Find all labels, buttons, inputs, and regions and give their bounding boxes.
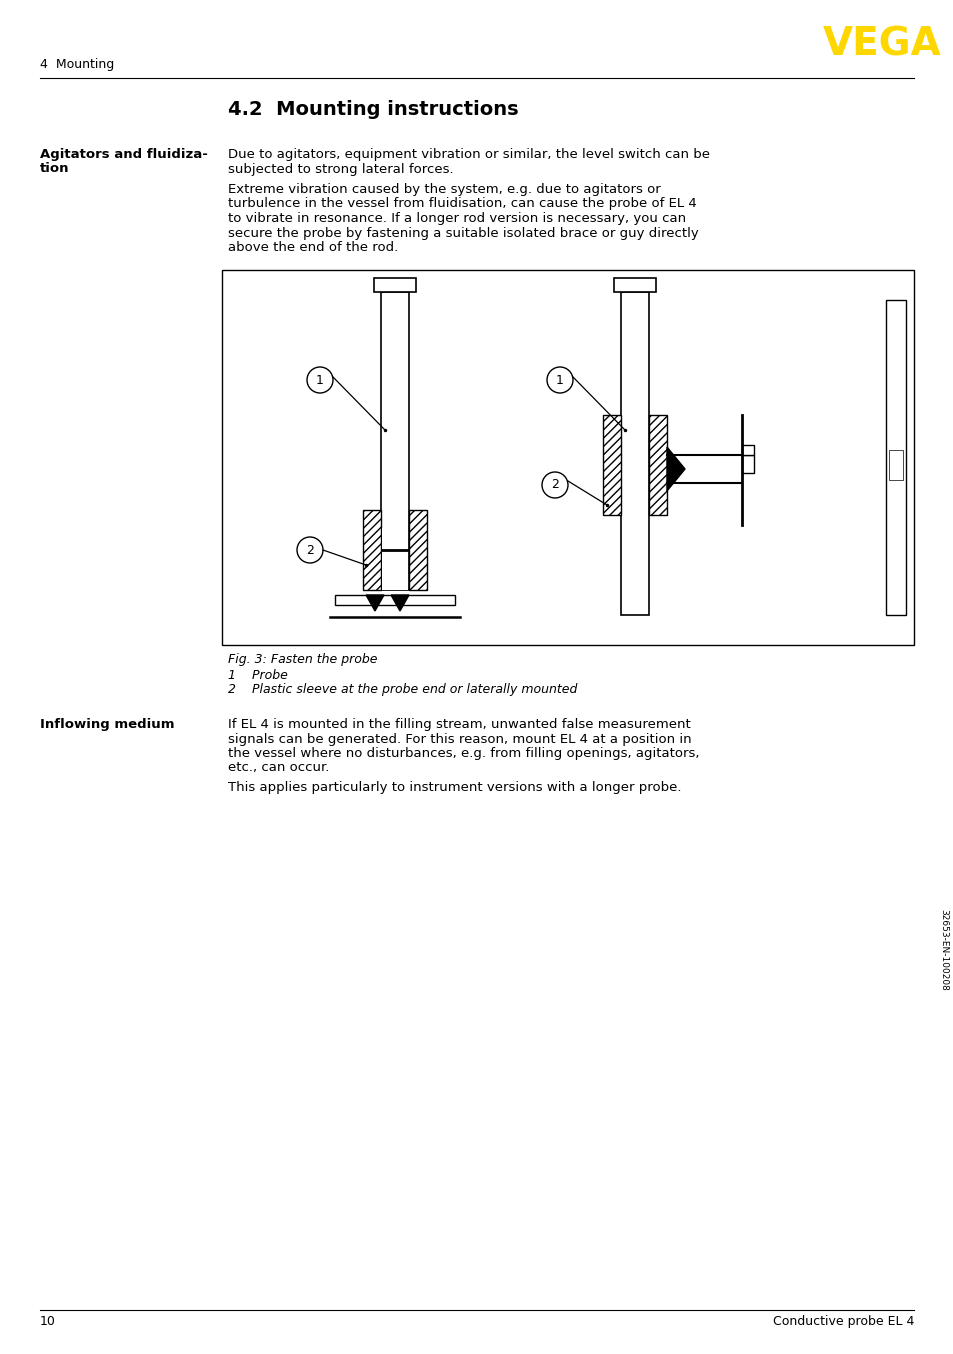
Text: etc., can occur.: etc., can occur. — [228, 761, 329, 774]
Text: If EL 4 is mounted in the filling stream, unwanted false measurement: If EL 4 is mounted in the filling stream… — [228, 718, 690, 731]
Circle shape — [541, 473, 567, 498]
Text: Conductive probe EL 4: Conductive probe EL 4 — [772, 1315, 913, 1328]
Bar — [620, 292, 648, 615]
Text: tion: tion — [40, 162, 70, 175]
Circle shape — [296, 538, 323, 563]
Text: to vibrate in resonance. If a longer rod version is necessary, you can: to vibrate in resonance. If a longer rod… — [228, 213, 685, 225]
Text: 2    Plastic sleeve at the probe end or laterally mounted: 2 Plastic sleeve at the probe end or lat… — [228, 682, 577, 696]
Bar — [363, 510, 380, 590]
Text: 1: 1 — [556, 374, 563, 386]
Text: Inflowing medium: Inflowing medium — [40, 718, 174, 731]
Text: turbulence in the vessel from fluidisation, can cause the probe of EL 4: turbulence in the vessel from fluidisati… — [228, 198, 696, 210]
Bar — [888, 450, 902, 481]
Bar — [885, 301, 905, 615]
Bar — [222, 269, 913, 645]
Text: 4.2  Mounting instructions: 4.2 Mounting instructions — [228, 100, 518, 119]
Bar — [335, 594, 455, 605]
Polygon shape — [366, 594, 384, 611]
Text: VEGA: VEGA — [821, 24, 941, 64]
Text: Fig. 3: Fasten the probe: Fig. 3: Fasten the probe — [228, 653, 377, 666]
Text: above the end of the rod.: above the end of the rod. — [228, 241, 397, 255]
Bar — [648, 414, 666, 515]
Bar — [614, 278, 656, 292]
Circle shape — [307, 367, 333, 393]
Bar — [381, 528, 408, 590]
Text: 4  Mounting: 4 Mounting — [40, 58, 114, 70]
Bar — [741, 455, 753, 473]
Polygon shape — [391, 594, 409, 611]
Bar — [409, 510, 427, 590]
Text: 10: 10 — [40, 1315, 56, 1328]
Text: Extreme vibration caused by the system, e.g. due to agitators or: Extreme vibration caused by the system, … — [228, 183, 660, 196]
Text: 2: 2 — [306, 543, 314, 556]
Circle shape — [546, 367, 573, 393]
Text: subjected to strong lateral forces.: subjected to strong lateral forces. — [228, 162, 453, 176]
Text: Due to agitators, equipment vibration or similar, the level switch can be: Due to agitators, equipment vibration or… — [228, 148, 709, 161]
Text: 32653-EN-100208: 32653-EN-100208 — [939, 909, 947, 991]
Text: This applies particularly to instrument versions with a longer probe.: This applies particularly to instrument … — [228, 781, 680, 793]
Text: signals can be generated. For this reason, mount EL 4 at a position in: signals can be generated. For this reaso… — [228, 733, 691, 746]
Bar — [380, 292, 409, 590]
Bar — [374, 278, 416, 292]
Text: the vessel where no disturbances, e.g. from filling openings, agitators,: the vessel where no disturbances, e.g. f… — [228, 747, 699, 760]
Text: 1: 1 — [315, 374, 324, 386]
Text: 2: 2 — [551, 478, 558, 492]
Text: Agitators and fluidiza-: Agitators and fluidiza- — [40, 148, 208, 161]
Polygon shape — [666, 447, 684, 492]
Bar — [602, 414, 620, 515]
Text: secure the probe by fastening a suitable isolated brace or guy directly: secure the probe by fastening a suitable… — [228, 226, 698, 240]
Text: 1    Probe: 1 Probe — [228, 669, 288, 682]
Bar — [741, 445, 753, 455]
